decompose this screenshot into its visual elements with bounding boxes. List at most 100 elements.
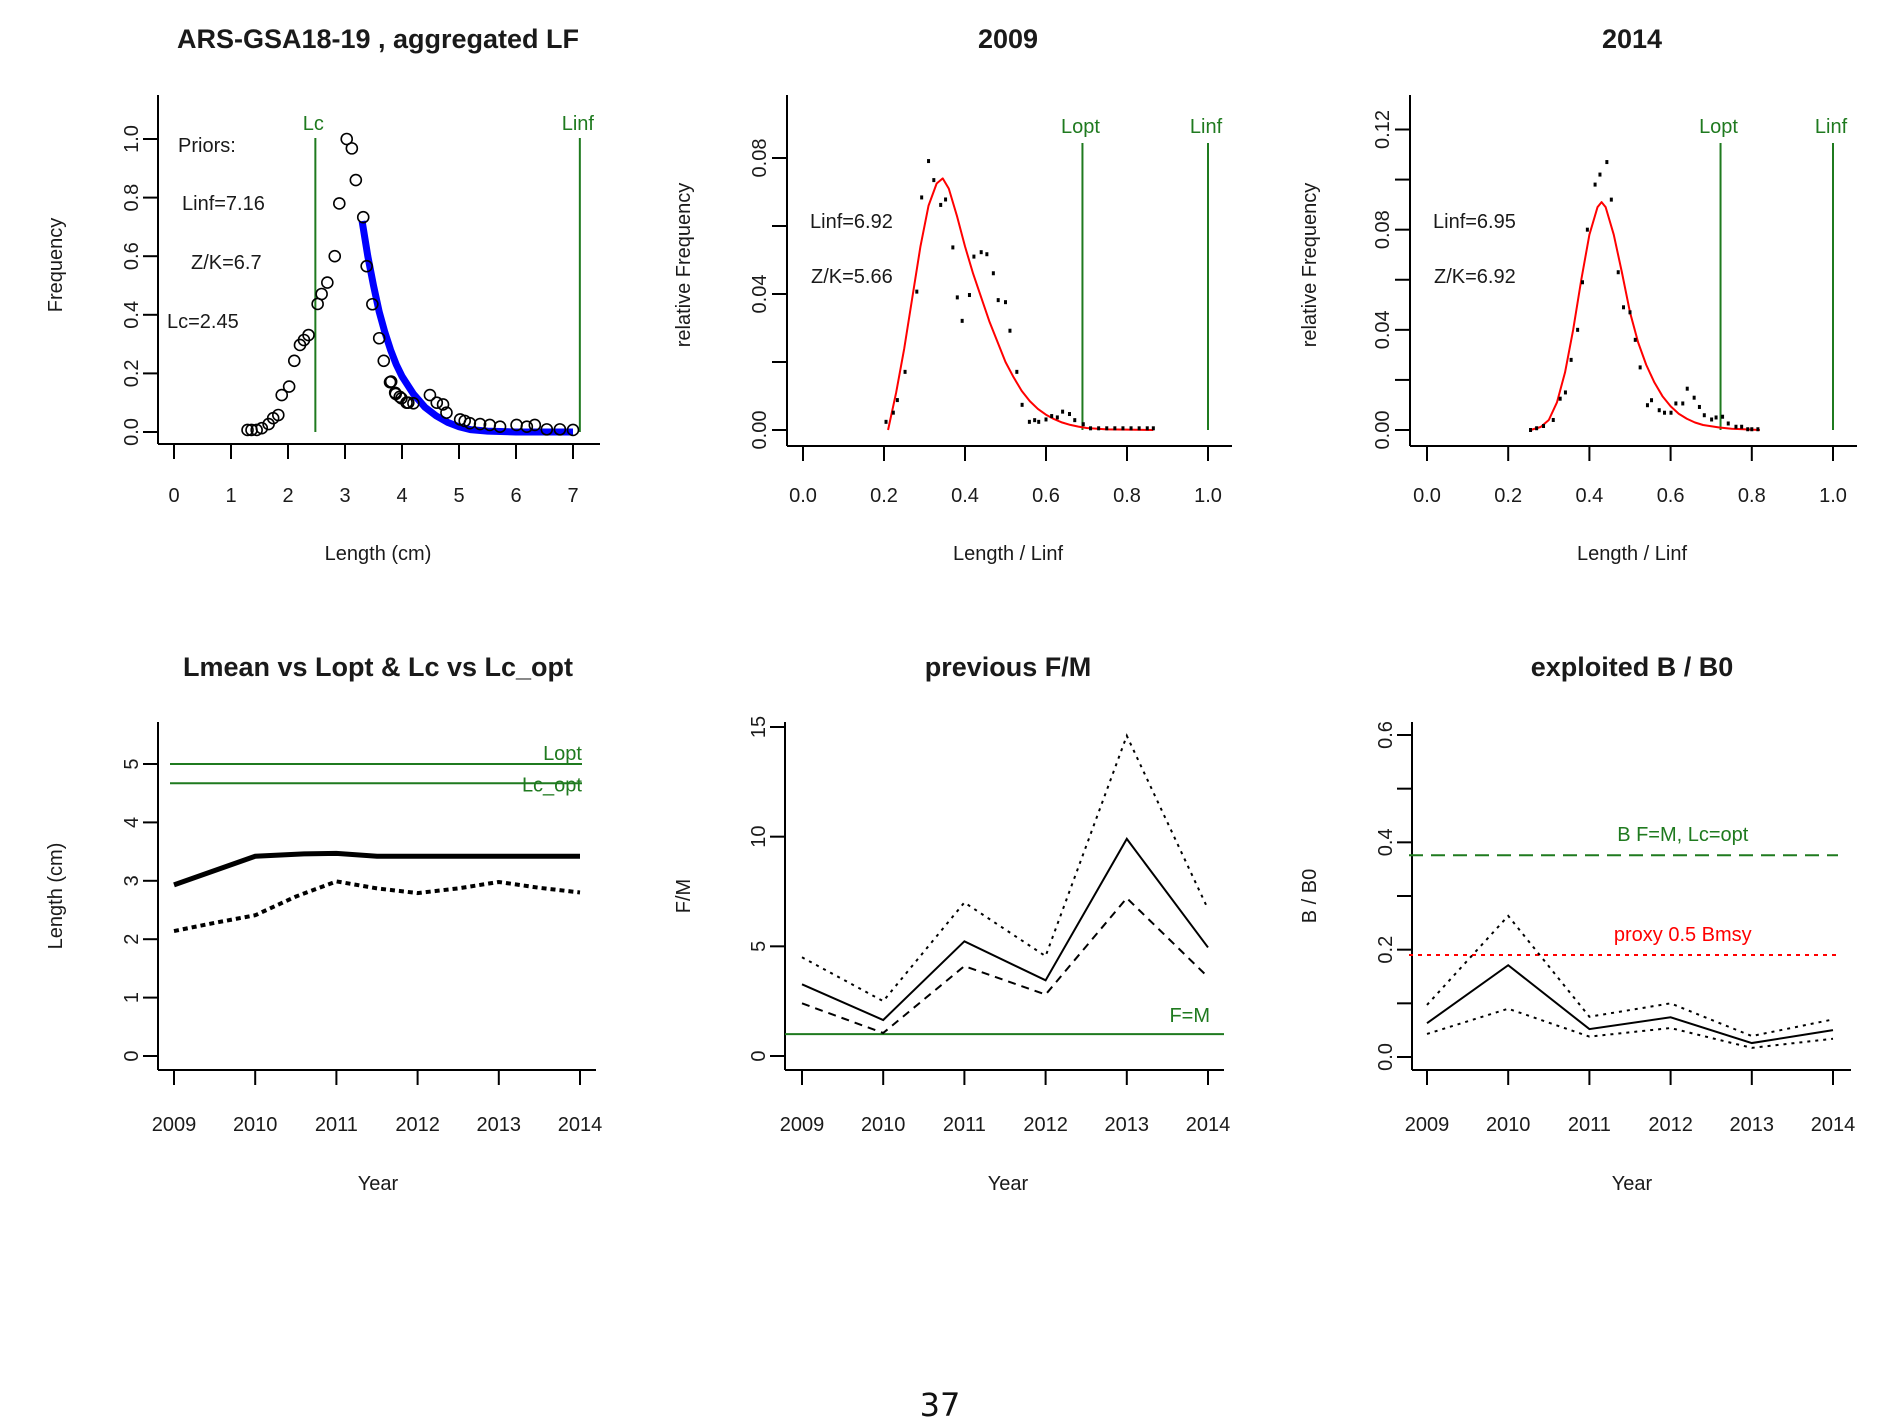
- data-point: [1692, 395, 1696, 400]
- data-point: [366, 297, 379, 311]
- data-point: [1756, 427, 1760, 432]
- series-line-lmean: [173, 850, 580, 888]
- x-tick-label: 0.8: [1738, 485, 1766, 507]
- x-tick-label: 0.6: [1032, 485, 1060, 507]
- x-tick-label: 0.4: [1575, 485, 1603, 507]
- x-tick-label: 2013: [1105, 1114, 1150, 1136]
- data-point: [1628, 310, 1632, 315]
- y-axis-label: Frequency: [45, 218, 67, 313]
- x-tick-label: 2014: [1811, 1114, 1856, 1136]
- reference-label-lopt: Lopt: [1699, 116, 1738, 138]
- data-point: [1535, 426, 1539, 431]
- data-point: [241, 423, 254, 437]
- data-point: [1097, 426, 1101, 431]
- x-tick-label: 1: [225, 485, 236, 507]
- data-point: [967, 293, 971, 298]
- reference-label-lc: Lc: [303, 113, 324, 135]
- x-tick-label: 6: [510, 485, 521, 507]
- data-point: [1750, 427, 1754, 432]
- x-tick-label: 2012: [1023, 1114, 1068, 1136]
- series-line-upper: [801, 733, 1209, 1003]
- annotation-lc: Lc=2.45: [167, 311, 239, 333]
- data-point: [473, 417, 487, 431]
- data-point: [1593, 182, 1597, 187]
- panel-previous-fm: previous F/M Year F/M 2009 2010 2011 2012 20…: [673, 652, 1230, 1195]
- data-point: [553, 423, 567, 436]
- data-point: [372, 331, 386, 345]
- data-point: [1710, 417, 1714, 422]
- panel-title: previous F/M: [925, 652, 1092, 682]
- data-point: [255, 421, 269, 435]
- data-point: [1685, 386, 1689, 391]
- y-tick-label: 2: [121, 934, 143, 945]
- data-point: [1145, 426, 1149, 431]
- data-point: [275, 388, 289, 402]
- x-tick-label: 4: [396, 485, 407, 507]
- x-tick-label: 0.2: [1494, 485, 1522, 507]
- y-tick-label: 0.0: [121, 418, 143, 446]
- x-tick-label: 2014: [558, 1114, 603, 1136]
- data-point: [272, 408, 285, 422]
- annotation-linf: Linf=7.16: [182, 193, 265, 215]
- data-point: [340, 132, 354, 146]
- y-tick-label: 3: [121, 875, 143, 886]
- data-point: [1004, 300, 1007, 305]
- x-tick-label: 2012: [1648, 1114, 1693, 1136]
- data-point: [884, 419, 888, 424]
- data-point: [985, 252, 989, 257]
- data-point: [1073, 418, 1077, 423]
- data-point: [1740, 424, 1744, 429]
- data-point: [951, 245, 955, 250]
- data-point: [321, 276, 334, 289]
- y-tick-label: 0.4: [1375, 828, 1397, 856]
- data-point: [891, 410, 895, 415]
- data-point: [1055, 415, 1059, 420]
- data-point: [1622, 305, 1626, 310]
- x-tick-label: 1.0: [1819, 485, 1847, 507]
- reference-label: proxy 0.5 Bmsy: [1614, 924, 1752, 946]
- data-point: [1137, 426, 1141, 431]
- x-tick-label: 0.6: [1657, 485, 1685, 507]
- data-point: [332, 197, 346, 210]
- annotation-linf: Linf=6.95: [1433, 211, 1516, 233]
- x-tick-label: 2013: [477, 1114, 522, 1136]
- data-point: [1697, 404, 1701, 409]
- y-tick-label: 0.08: [1372, 210, 1394, 249]
- data-point: [436, 398, 450, 411]
- data-point: [1113, 426, 1117, 431]
- annotation-linf: Linf=6.92: [810, 211, 893, 233]
- x-tick-label: 2013: [1730, 1114, 1775, 1136]
- y-axis-label: relative Frequency: [673, 183, 695, 348]
- data-point: [1551, 417, 1555, 422]
- data-point: [493, 420, 507, 434]
- panel-title: Lmean vs Lopt & Lc vs Lc_opt: [183, 652, 573, 682]
- data-point: [915, 289, 919, 294]
- data-point: [1721, 414, 1725, 419]
- data-point: [1105, 426, 1109, 431]
- data-point: [430, 396, 444, 410]
- fit-curve: [1530, 201, 1760, 431]
- x-tick-label: 0.0: [1413, 485, 1441, 507]
- y-tick-label: 0.6: [1375, 721, 1397, 749]
- panel-title: 2009: [978, 24, 1038, 54]
- data-point: [1008, 328, 1012, 333]
- data-point: [1609, 197, 1613, 202]
- x-tick-label: 2011: [315, 1114, 358, 1136]
- y-tick-label: 0.04: [749, 275, 771, 314]
- data-point: [1529, 428, 1533, 432]
- y-tick-label: 0.00: [1372, 411, 1394, 450]
- data-point: [440, 406, 453, 419]
- fit-curve: [887, 177, 1154, 431]
- data-point: [423, 388, 437, 402]
- data-point: [401, 396, 415, 410]
- data-point: [315, 287, 328, 301]
- data-point: [944, 197, 948, 202]
- y-tick-label: 0.04: [1372, 310, 1394, 349]
- data-point: [566, 423, 580, 437]
- data-point: [520, 420, 534, 434]
- fit-curve: [358, 220, 573, 436]
- data-point: [972, 254, 976, 259]
- panel-title: 2014: [1602, 24, 1662, 54]
- series-line-upper: [1426, 914, 1834, 1038]
